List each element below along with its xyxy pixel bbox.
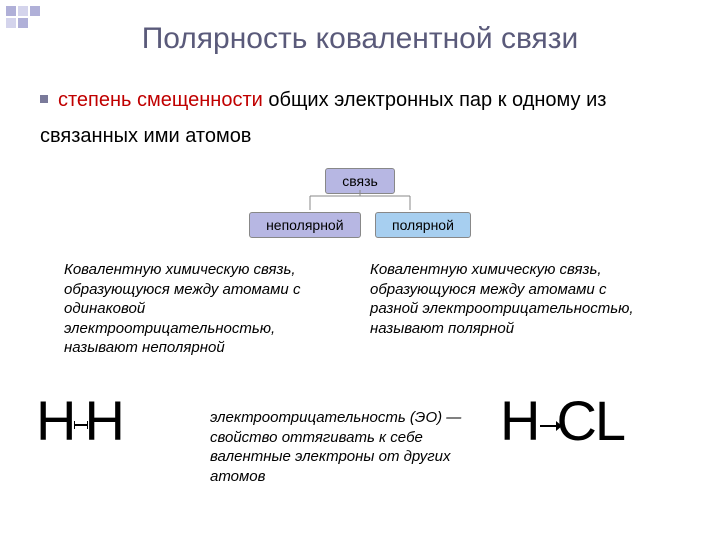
bullet-marker [40,95,48,103]
molecule-hh-right: H [84,389,122,452]
decor-square [18,6,28,16]
tree-connectors [270,190,450,214]
decor-square [6,6,16,16]
definition-nonpolar: Ковалентную химическую связь, образующую… [64,260,344,358]
molecule-h-cl: H CL [500,388,624,453]
hh-bond-icon [74,420,88,430]
decor-square [30,6,40,16]
slide-title: Полярность ковалентной связи [0,22,720,56]
tree-node-right: полярной [375,212,471,238]
tree-node-left: неполярной [249,212,360,238]
hcl-arrow-icon [540,420,562,432]
bullet-definition: степень смещенности общих электронных па… [40,82,680,154]
bullet-red-text: степень смещенности [58,89,263,111]
molecule-hcl-right: CL [556,389,624,452]
electronegativity-definition: электроотрицательность (ЭО) — свойство о… [210,408,480,486]
molecule-hcl-left: H [500,389,538,452]
molecule-hh-left: H [36,389,74,452]
definition-polar: Ковалентную химическую связь, образующую… [370,260,650,338]
